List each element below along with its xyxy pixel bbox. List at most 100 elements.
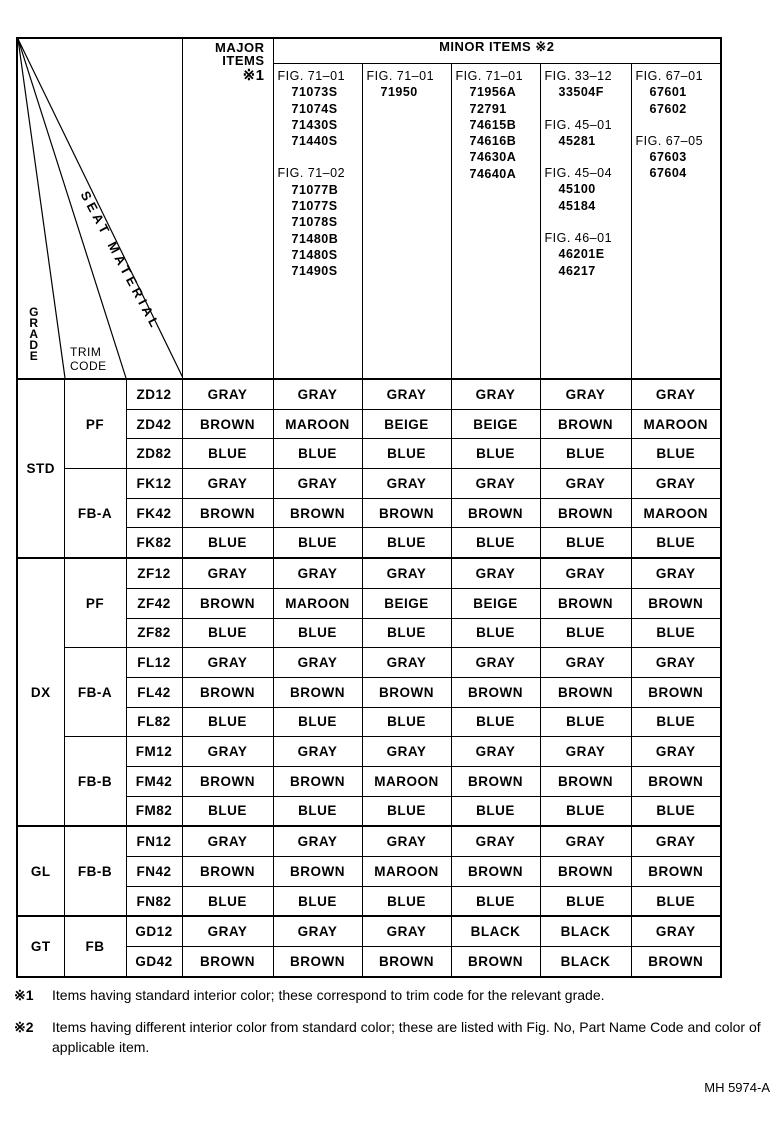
minor-item-color-cell: MAROON xyxy=(630,408,722,440)
figure-reference: FIG. 71–01 xyxy=(277,69,346,83)
part-code: 45281 xyxy=(558,133,596,148)
grade-cell: GL xyxy=(16,825,65,917)
part-code: 46201E xyxy=(558,247,605,262)
figure-reference: FIG. 71–02 xyxy=(277,166,346,181)
minor-item-color-cell: GRAY xyxy=(450,468,541,499)
minor-item-color-cell: MAROON xyxy=(272,408,363,440)
trim-code-cell: ZF42 xyxy=(125,587,183,619)
minor-item-color-cell: GRAY xyxy=(361,647,452,678)
minor-item-color-cell: BLUE xyxy=(539,795,632,827)
minor-item-color-cell: BLUE xyxy=(272,527,363,559)
minor-item-color-cell: GRAY xyxy=(272,736,363,767)
major-item-color-cell: GRAY xyxy=(181,647,274,678)
seat-material-cell: FB-B xyxy=(63,825,127,917)
minor-item-color-cell: GRAY xyxy=(361,557,452,589)
part-code: 71077B xyxy=(291,182,339,197)
major-item-color-cell: BROWN xyxy=(181,676,274,708)
minor-item-color-cell: GRAY xyxy=(630,736,722,767)
table-row: FK82 BLUE BLUE BLUE BLUE BLUE BLUE xyxy=(17,527,722,559)
table-row: GL FB-B FN12 GRAY GRAY GRAY GRAY GRAY GRAY xyxy=(16,825,722,917)
minor-item-color-cell: BROWN xyxy=(361,946,452,978)
minor-item-color-cell: BROWN xyxy=(630,946,722,978)
minor-item-color-cell: BLUE xyxy=(361,617,452,649)
part-code: 71480S xyxy=(291,247,338,262)
minor-item-color-cell: BLUE xyxy=(361,706,452,738)
major-item-color-cell: BROWN xyxy=(181,408,274,440)
grade-cell: STD xyxy=(16,377,65,559)
minor-item-color-cell: BROWN xyxy=(630,856,722,887)
part-code: 74630A xyxy=(469,150,517,165)
seat-material-cell: FB-A xyxy=(63,468,127,559)
minor-item-color-cell: GRAY xyxy=(630,557,722,589)
minor-item-color-cell: BLUE xyxy=(539,706,632,738)
minor-item-color-cell: BROWN xyxy=(539,676,632,708)
major-items-header: MAJOR ITEMS ※1 xyxy=(181,37,274,380)
trim-code-cell: FK82 xyxy=(125,527,183,559)
minor-item-color-cell: BLUE xyxy=(539,617,632,649)
trim-code-cell: FK12 xyxy=(125,468,183,499)
trim-code-cell: FN82 xyxy=(125,885,183,917)
part-code: 71078S xyxy=(291,215,338,230)
minor-item-color-cell: GRAY xyxy=(361,377,452,410)
figure-reference: FIG. 67–01 xyxy=(635,69,704,83)
minor-item-color-cell: GRAY xyxy=(450,736,541,767)
part-code: 71956A xyxy=(469,85,517,100)
minor-item-color-cell: BLUE xyxy=(450,617,541,649)
minor-item-column: FIG. 71–01 71950 xyxy=(361,63,452,380)
grade-cell: GT xyxy=(16,915,65,978)
major-item-color-cell: GRAY xyxy=(181,557,274,589)
minor-item-color-cell: BEIGE xyxy=(450,408,541,440)
minor-item-color-cell: BEIGE xyxy=(361,408,452,440)
minor-item-color-cell: BROWN xyxy=(272,497,363,529)
table-row: DX PF ZF12 GRAY GRAY GRAY GRAY GRAY GRAY xyxy=(16,557,722,827)
seat-material-cell: FB xyxy=(63,915,127,978)
footnote-2: ※2 Items having different interior color … xyxy=(14,1017,774,1057)
footnote-mark: ※2 xyxy=(14,1019,34,1035)
trim-code-cell: FM12 xyxy=(125,736,183,767)
trim-code-cell: ZD42 xyxy=(125,408,183,440)
minor-item-color-cell: BROWN xyxy=(450,856,541,887)
minor-item-color-cell: GRAY xyxy=(630,647,722,678)
part-code: 72791 xyxy=(469,101,507,116)
minor-item-color-cell: BLUE xyxy=(450,527,541,559)
minor-item-color-cell: GRAY xyxy=(539,736,632,767)
minor-item-color-cell: BROWN xyxy=(272,676,363,708)
minor-item-color-cell: BLUE xyxy=(630,795,722,827)
table-row: FB-A FK12 GRAY GRAY GRAY GRAY GRAY GRAY xyxy=(17,468,722,559)
figure-reference: FIG. 67–05 xyxy=(635,133,704,148)
part-code: 71480B xyxy=(291,231,339,246)
table-row: FL82 BLUE BLUE BLUE BLUE BLUE BLUE xyxy=(17,706,722,738)
minor-item-color-cell: GRAY xyxy=(272,647,363,678)
trim-code-cell: FL42 xyxy=(125,676,183,708)
trim-code-cell: ZF82 xyxy=(125,617,183,649)
trim-code-cell: FM82 xyxy=(125,795,183,827)
minor-item-color-cell: BROWN xyxy=(450,676,541,708)
minor-item-color-cell: GRAY xyxy=(450,647,541,678)
figure-reference: FIG. 45–01 xyxy=(544,117,613,132)
major-item-color-cell: BLUE xyxy=(181,617,274,649)
major-item-color-cell: BROWN xyxy=(181,856,274,887)
minor-item-color-cell: GRAY xyxy=(361,915,452,948)
table-row: FN42 BROWN BROWN MAROON BROWN BROWN BROWN xyxy=(17,856,722,887)
minor-item-color-cell: MAROON xyxy=(361,765,452,797)
minor-item-color-cell: BLUE xyxy=(450,706,541,738)
minor-item-color-cell: GRAY xyxy=(272,915,363,948)
minor-item-color-cell: BLUE xyxy=(630,706,722,738)
trim-code-cell: GD12 xyxy=(125,915,183,948)
table-row: FB-A FL12 GRAY GRAY GRAY GRAY GRAY GRAY xyxy=(17,647,722,738)
figure-reference: FIG. 71–01 xyxy=(455,69,524,83)
minor-item-color-cell: MAROON xyxy=(272,587,363,619)
minor-item-color-cell: BROWN xyxy=(539,497,632,529)
minor-item-color-cell: BROWN xyxy=(630,765,722,797)
part-code: 45100 xyxy=(558,182,596,197)
minor-item-color-cell: BLUE xyxy=(450,885,541,917)
part-code: 74640A xyxy=(469,166,517,181)
major-item-color-cell: BROWN xyxy=(181,587,274,619)
figure-reference: FIG. 45–04 xyxy=(544,166,613,181)
minor-item-color-cell: GRAY xyxy=(272,825,363,858)
trim-code-cell: GD42 xyxy=(125,946,183,978)
